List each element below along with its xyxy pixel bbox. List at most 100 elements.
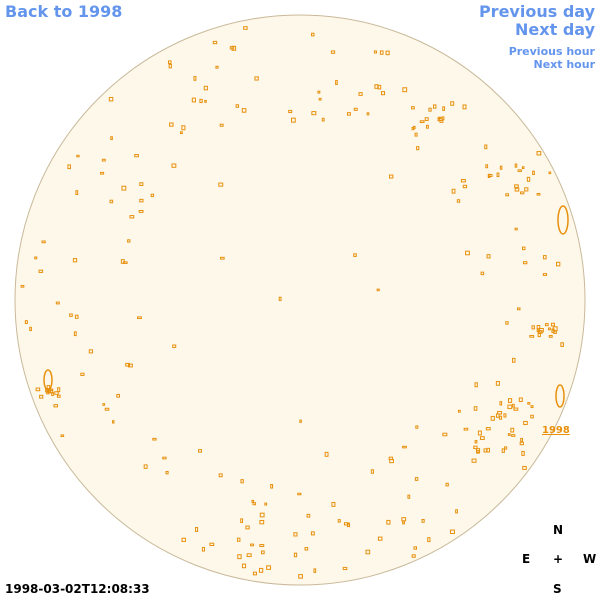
contour	[139, 198, 144, 203]
contour	[521, 450, 525, 456]
contour	[191, 97, 196, 103]
contour	[60, 434, 65, 437]
contour	[165, 471, 169, 475]
contour	[55, 301, 60, 305]
contour	[474, 440, 478, 444]
contour	[243, 26, 248, 30]
contour	[442, 432, 448, 437]
contour	[385, 50, 390, 56]
contour	[121, 185, 127, 191]
contour	[450, 101, 455, 106]
contour	[304, 547, 309, 551]
compass-east: E	[522, 552, 531, 566]
contour	[34, 256, 38, 260]
contour	[471, 458, 477, 463]
contour	[215, 65, 219, 69]
contour	[490, 415, 495, 421]
contour	[531, 325, 535, 330]
previous-hour-link[interactable]: Previous hour	[508, 45, 595, 58]
contour	[171, 163, 177, 168]
contour	[67, 164, 71, 170]
contour	[487, 174, 493, 177]
contour	[335, 80, 338, 86]
contour	[484, 144, 488, 150]
contour	[258, 567, 264, 573]
contour	[270, 484, 274, 489]
contours	[20, 26, 564, 579]
contour	[366, 112, 370, 116]
contour	[518, 397, 523, 403]
contour	[495, 413, 500, 418]
contour	[324, 451, 329, 457]
compass-north: N	[553, 523, 564, 537]
contour	[380, 91, 386, 96]
contour	[517, 169, 522, 172]
contour	[179, 131, 183, 135]
timestamp: 1998-03-02T12:08:33	[5, 582, 150, 596]
next-hour-link[interactable]: Next hour	[533, 58, 596, 71]
contour	[537, 332, 541, 338]
contour	[254, 76, 259, 81]
contour	[473, 445, 478, 450]
contour	[162, 456, 167, 460]
contour	[310, 531, 315, 536]
contour	[457, 409, 461, 413]
contour	[311, 111, 317, 116]
contour	[75, 190, 79, 196]
contour	[519, 441, 524, 446]
contour	[370, 469, 374, 474]
contour	[507, 404, 513, 410]
contour	[46, 390, 50, 395]
contour	[321, 117, 325, 122]
contour	[507, 398, 513, 403]
contour	[486, 254, 491, 259]
next-day-link[interactable]: Next day	[515, 20, 595, 39]
contour	[520, 191, 525, 195]
contour	[455, 509, 458, 514]
contour	[548, 335, 553, 338]
contour	[402, 445, 407, 449]
contour	[218, 182, 224, 187]
back-link[interactable]: Back to 1998	[5, 2, 123, 21]
contour	[104, 407, 110, 411]
contour	[451, 188, 456, 194]
contour	[477, 430, 482, 436]
previous-day-link[interactable]: Previous day	[478, 2, 595, 21]
contour	[259, 544, 265, 547]
contour	[259, 519, 265, 525]
contour	[298, 574, 303, 579]
contour	[499, 401, 503, 406]
contour	[203, 85, 208, 91]
contour	[43, 369, 53, 391]
contour	[550, 322, 555, 327]
contour	[129, 215, 135, 219]
contour	[317, 90, 321, 94]
contour	[311, 32, 315, 37]
region-label[interactable]: 1998	[542, 425, 570, 436]
contour	[503, 413, 507, 418]
contour	[318, 97, 322, 101]
contour	[511, 403, 515, 408]
contour	[46, 385, 51, 390]
contour	[373, 50, 378, 54]
contour	[73, 331, 77, 337]
contour	[193, 76, 197, 81]
contour	[181, 537, 186, 542]
contour	[41, 240, 46, 244]
contour	[111, 420, 115, 424]
contour	[523, 420, 528, 426]
contour	[76, 154, 80, 158]
contour	[379, 50, 384, 55]
contour	[529, 334, 535, 338]
contour	[109, 199, 114, 204]
contour	[261, 550, 265, 555]
contour	[99, 171, 105, 175]
contour	[507, 433, 511, 436]
contour	[411, 554, 416, 558]
contour	[291, 117, 296, 123]
contour	[442, 106, 446, 111]
contour	[181, 125, 186, 131]
contour	[439, 119, 444, 123]
contour	[346, 522, 351, 528]
contour	[544, 323, 549, 327]
